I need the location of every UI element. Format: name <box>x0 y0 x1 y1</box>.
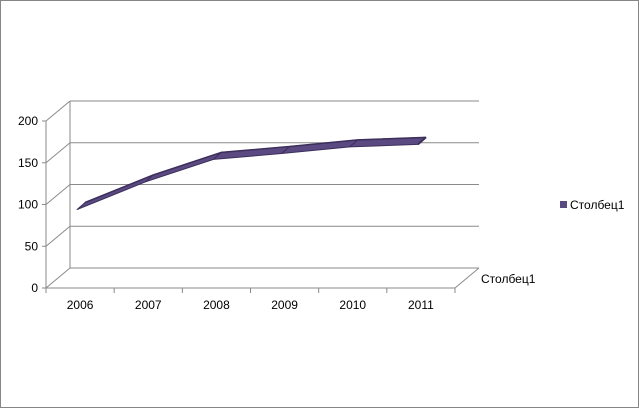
gridline-side <box>45 184 71 205</box>
x-tick-label: 2011 <box>408 298 434 312</box>
x-tick-label: 2006 <box>67 298 94 312</box>
series-segment <box>212 146 291 160</box>
x-axis-ticks: 2006 2007 2008 2009 2010 2011 <box>67 298 434 312</box>
legend-swatch <box>560 201 567 208</box>
depth-axis-label: Столбец1 <box>481 272 536 286</box>
series-end-cap <box>417 136 427 146</box>
gridline-side <box>45 100 71 122</box>
y-tick-label: 150 <box>18 156 38 170</box>
gridline-side <box>45 267 71 289</box>
chart-walls <box>45 101 480 293</box>
gridline-side <box>45 142 71 164</box>
y-tick-label: 0 <box>31 281 38 295</box>
x-tick-label: 2007 <box>135 298 162 312</box>
x-tick-label: 2008 <box>203 298 230 312</box>
x-tick-label: 2010 <box>339 298 366 312</box>
series-ribbon <box>76 136 427 210</box>
legend: Столбец1 <box>560 198 625 212</box>
y-axis-ticks: 0 50 100 150 200 <box>18 114 38 295</box>
y-tick-label: 100 <box>18 198 38 212</box>
legend-label: Столбец1 <box>570 198 625 212</box>
y-tick-label: 50 <box>25 239 39 253</box>
y-tick-label: 200 <box>18 114 38 128</box>
floor-right-edge <box>454 267 480 289</box>
gridline-side <box>45 225 71 247</box>
x-tick-label: 2009 <box>271 298 298 312</box>
series-top-edge <box>84 136 426 204</box>
